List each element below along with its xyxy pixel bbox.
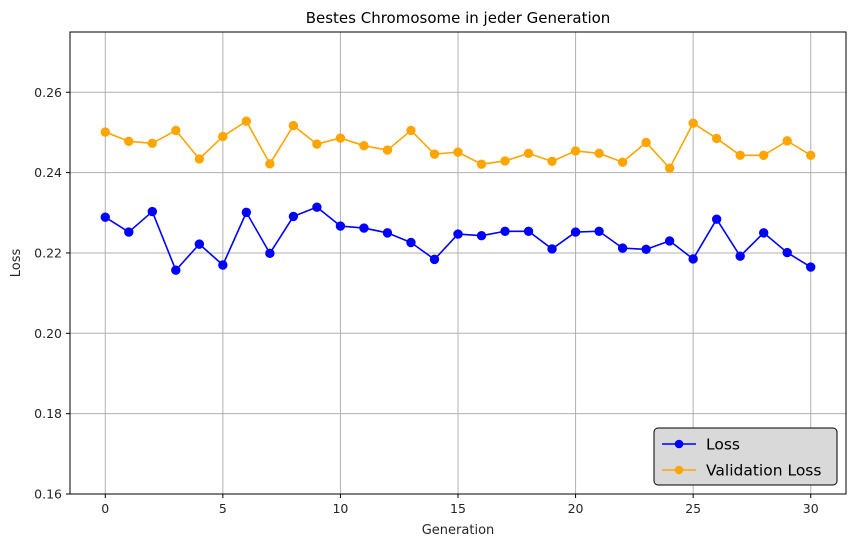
x-axis-title: Generation: [422, 523, 495, 538]
data-point-validation-loss: [806, 150, 816, 161]
data-point-loss: [500, 226, 510, 236]
legend-label-loss: Loss: [706, 436, 740, 454]
chart-title: Bestes Chromosome in jeder Generation: [306, 9, 611, 27]
data-point-validation-loss: [711, 133, 722, 144]
data-point-validation-loss: [241, 116, 252, 126]
data-point-loss: [547, 244, 557, 254]
data-point-loss: [453, 229, 463, 239]
data-point-loss: [641, 244, 651, 255]
legend-box: [653, 427, 838, 486]
data-point-loss: [147, 206, 158, 217]
y-axis-title: Loss: [9, 249, 24, 278]
legend-marker-validation-loss: [674, 465, 684, 475]
data-point-validation-loss: [359, 140, 369, 151]
data-point-validation-loss: [735, 150, 745, 161]
x-tick-label: 0: [101, 501, 109, 516]
y-tick-label: 0.24: [34, 165, 62, 180]
data-point-loss: [100, 212, 110, 222]
series-layer: [100, 116, 816, 275]
data-point-validation-loss: [476, 159, 487, 169]
ticks: 0 5 10 15 20 25 30 0.16 0.18 0.20 0.22 0.24 0.26: [34, 85, 819, 516]
data-point-validation-loss: [523, 148, 534, 159]
data-point-loss: [218, 260, 228, 270]
data-point-loss: [711, 214, 722, 224]
data-point-loss: [758, 228, 769, 238]
data-point-loss: [406, 237, 416, 248]
y-tick-label: 0.18: [34, 406, 62, 421]
data-point-loss: [359, 223, 369, 233]
data-point-validation-loss: [453, 147, 463, 157]
data-point-loss: [664, 236, 675, 246]
data-point-loss: [335, 221, 346, 231]
data-point-loss: [523, 226, 534, 236]
data-point-validation-loss: [688, 118, 698, 128]
data-point-validation-loss: [265, 159, 275, 169]
x-tick-label: 15: [450, 501, 466, 516]
data-point-loss: [194, 239, 205, 249]
data-point-validation-loss: [594, 148, 604, 159]
x-tick-label: 25: [685, 501, 701, 516]
data-point-loss: [171, 265, 181, 275]
data-point-validation-loss: [641, 137, 651, 148]
data-point-validation-loss: [288, 120, 299, 131]
data-point-validation-loss: [782, 136, 792, 146]
data-point-loss: [429, 254, 440, 265]
data-point-validation-loss: [664, 163, 675, 173]
data-point-loss: [265, 248, 275, 259]
data-point-validation-loss: [758, 150, 769, 161]
data-point-loss: [312, 202, 322, 212]
data-point-loss: [124, 227, 134, 237]
data-point-validation-loss: [617, 157, 628, 167]
data-point-validation-loss: [124, 136, 134, 146]
data-point-loss: [382, 228, 393, 238]
x-tick-label: 5: [219, 501, 227, 516]
data-point-validation-loss: [382, 145, 393, 155]
legend: Loss Validation Loss: [653, 427, 838, 486]
data-point-validation-loss: [406, 125, 416, 136]
data-point-validation-loss: [312, 139, 322, 149]
legend-label-validation-loss: Validation Loss: [706, 462, 821, 480]
data-point-loss: [288, 211, 299, 222]
data-point-loss: [241, 207, 252, 218]
data-point-loss: [806, 262, 816, 272]
data-point-loss: [782, 247, 792, 258]
data-point-validation-loss: [147, 138, 158, 148]
legend-marker-loss: [674, 439, 684, 449]
data-point-loss: [476, 230, 487, 241]
y-tick-label: 0.26: [34, 85, 62, 100]
data-point-validation-loss: [194, 154, 205, 164]
x-tick-label: 10: [332, 501, 348, 516]
data-point-validation-loss: [570, 146, 581, 156]
data-point-validation-loss: [429, 149, 440, 159]
data-point-loss: [617, 243, 628, 253]
data-point-loss: [735, 251, 745, 261]
y-tick-label: 0.20: [34, 326, 62, 341]
data-point-validation-loss: [335, 133, 346, 143]
x-tick-label: 30: [803, 501, 819, 516]
data-point-validation-loss: [218, 131, 228, 142]
data-point-validation-loss: [171, 125, 181, 136]
y-tick-label: 0.22: [34, 245, 62, 260]
y-tick-label: 0.16: [34, 487, 62, 502]
data-point-loss: [570, 227, 581, 237]
x-tick-label: 20: [568, 501, 584, 516]
data-point-loss: [594, 226, 604, 236]
data-point-loss: [688, 254, 698, 264]
data-point-validation-loss: [547, 156, 557, 167]
data-point-validation-loss: [100, 127, 110, 137]
data-point-validation-loss: [500, 156, 510, 166]
